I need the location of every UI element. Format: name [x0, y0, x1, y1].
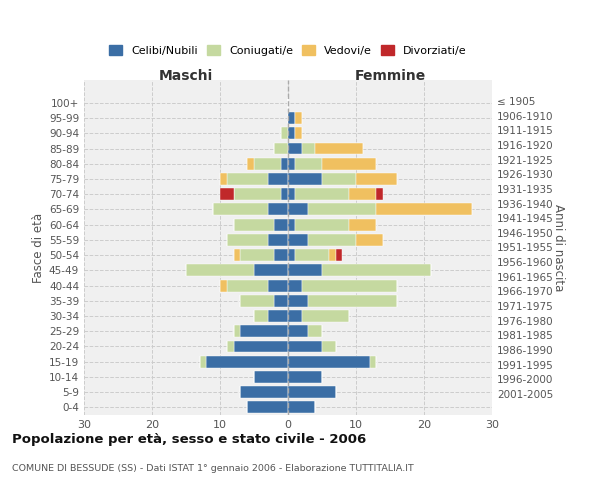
Bar [288, 142, 302, 154]
Bar [376, 188, 383, 200]
Bar [213, 204, 268, 216]
Text: COMUNE DI BESSUDE (SS) - Dati ISTAT 1° gennaio 2006 - Elaborazione TUTTITALIA.IT: COMUNE DI BESSUDE (SS) - Dati ISTAT 1° g… [12, 464, 414, 473]
Bar [302, 142, 315, 154]
Bar [281, 128, 288, 139]
Bar [315, 142, 363, 154]
Bar [322, 158, 376, 170]
Bar [254, 310, 268, 322]
Bar [227, 234, 268, 246]
Bar [349, 188, 376, 200]
Bar [220, 188, 233, 200]
Bar [322, 264, 431, 276]
Bar [308, 234, 356, 246]
Bar [254, 371, 288, 383]
Bar [274, 218, 288, 230]
Bar [295, 188, 349, 200]
Bar [288, 280, 302, 291]
Bar [281, 188, 288, 200]
Bar [288, 264, 322, 276]
Bar [206, 356, 288, 368]
Bar [268, 173, 288, 185]
Bar [268, 234, 288, 246]
Bar [227, 173, 268, 185]
Bar [254, 158, 281, 170]
Bar [322, 173, 356, 185]
Bar [308, 204, 376, 216]
Bar [288, 204, 308, 216]
Bar [227, 280, 268, 291]
Bar [274, 249, 288, 261]
Bar [200, 356, 206, 368]
Bar [268, 310, 288, 322]
Bar [288, 310, 302, 322]
Bar [349, 218, 376, 230]
Bar [288, 326, 308, 337]
Text: Maschi: Maschi [159, 69, 213, 83]
Bar [288, 371, 322, 383]
Bar [288, 340, 322, 352]
Bar [356, 234, 383, 246]
Bar [281, 158, 288, 170]
Y-axis label: Fasce di età: Fasce di età [32, 212, 45, 282]
Bar [356, 173, 397, 185]
Bar [274, 142, 288, 154]
Bar [295, 249, 329, 261]
Bar [288, 158, 295, 170]
Y-axis label: Anni di nascita: Anni di nascita [552, 204, 565, 291]
Bar [241, 249, 274, 261]
Bar [302, 280, 397, 291]
Bar [288, 173, 322, 185]
Bar [233, 340, 288, 352]
Bar [241, 386, 288, 398]
Bar [335, 249, 343, 261]
Bar [288, 402, 315, 413]
Bar [302, 310, 349, 322]
Bar [288, 295, 308, 306]
Bar [308, 326, 322, 337]
Bar [322, 340, 335, 352]
Bar [376, 204, 472, 216]
Bar [227, 340, 233, 352]
Bar [254, 264, 288, 276]
Bar [288, 249, 295, 261]
Bar [233, 188, 281, 200]
Bar [295, 158, 322, 170]
Bar [288, 356, 370, 368]
Bar [268, 280, 288, 291]
Bar [288, 234, 308, 246]
Bar [370, 356, 376, 368]
Bar [308, 295, 397, 306]
Text: Femmine: Femmine [355, 69, 425, 83]
Text: Popolazione per età, sesso e stato civile - 2006: Popolazione per età, sesso e stato civil… [12, 432, 366, 446]
Bar [295, 128, 302, 139]
Bar [295, 112, 302, 124]
Bar [274, 295, 288, 306]
Bar [268, 204, 288, 216]
Bar [233, 249, 241, 261]
Bar [288, 112, 295, 124]
Bar [241, 326, 288, 337]
Bar [247, 402, 288, 413]
Bar [220, 280, 227, 291]
Bar [233, 326, 241, 337]
Bar [288, 128, 295, 139]
Bar [233, 218, 274, 230]
Bar [295, 218, 349, 230]
Legend: Celibi/Nubili, Coniugati/e, Vedovi/e, Divorziati/e: Celibi/Nubili, Coniugati/e, Vedovi/e, Di… [106, 42, 470, 60]
Bar [247, 158, 254, 170]
Bar [288, 188, 295, 200]
Bar [241, 295, 274, 306]
Bar [329, 249, 335, 261]
Bar [288, 218, 295, 230]
Bar [186, 264, 254, 276]
Bar [220, 173, 227, 185]
Bar [288, 386, 335, 398]
